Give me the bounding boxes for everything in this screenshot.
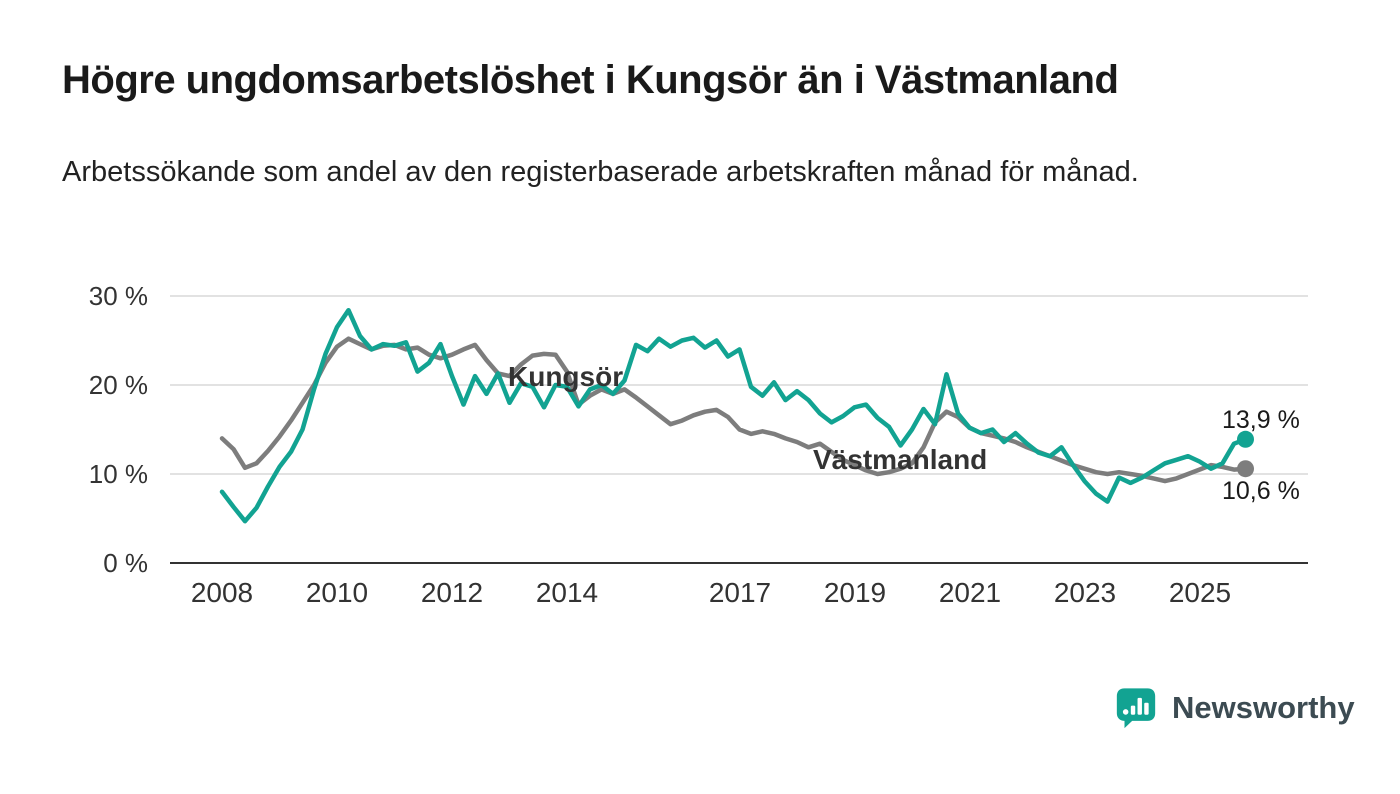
xtick-2019: 2019 bbox=[824, 577, 886, 608]
xtick-2021: 2021 bbox=[939, 577, 1001, 608]
speech-bubble-shape bbox=[1116, 688, 1156, 729]
xtick-2014: 2014 bbox=[536, 577, 598, 608]
vastmanland-series-label: Västmanland bbox=[813, 444, 987, 475]
kungsor-end-value: 13,9 % bbox=[1222, 406, 1300, 434]
xtick-2012: 2012 bbox=[421, 577, 483, 608]
ytick-0: 0 % bbox=[103, 548, 148, 578]
newsworthy-logo-icon bbox=[1116, 688, 1156, 729]
ytick-10: 10 % bbox=[89, 459, 148, 489]
xtick-2025: 2025 bbox=[1169, 577, 1231, 608]
page-title: Högre ungdomsarbetslöshet i Kungsör än i… bbox=[62, 58, 1119, 102]
series-lines bbox=[219, 307, 1254, 524]
ytick-20: 20 % bbox=[89, 370, 148, 400]
vastmanland-end-value: 10,6 % bbox=[1222, 477, 1300, 505]
xtick-2010: 2010 bbox=[306, 577, 368, 608]
vastmanland-end-dot bbox=[1237, 460, 1254, 478]
newsworthy-logo-text: Newsworthy bbox=[1172, 689, 1355, 725]
xtick-2023: 2023 bbox=[1054, 577, 1116, 608]
kungsor-series-label: Kungsör bbox=[508, 361, 623, 392]
xtick-2017: 2017 bbox=[709, 577, 771, 608]
ytick-30: 30 % bbox=[89, 281, 148, 311]
page-subtitle: Arbetssökande som andel av den registerb… bbox=[62, 156, 1139, 188]
vastmanland-line bbox=[219, 336, 1248, 484]
kungsor-line bbox=[219, 307, 1248, 524]
x-axis-labels: 2008 2010 2012 2014 2017 2019 2021 2023 … bbox=[191, 577, 1231, 608]
newsworthy-logo: Newsworthy bbox=[1113, 684, 1355, 731]
bar-chart-glyph bbox=[1122, 697, 1149, 715]
kungsor-end-dot bbox=[1237, 430, 1254, 448]
xtick-2008: 2008 bbox=[191, 577, 253, 608]
y-axis-labels: 30 % 20 % 10 % 0 % bbox=[89, 281, 148, 578]
